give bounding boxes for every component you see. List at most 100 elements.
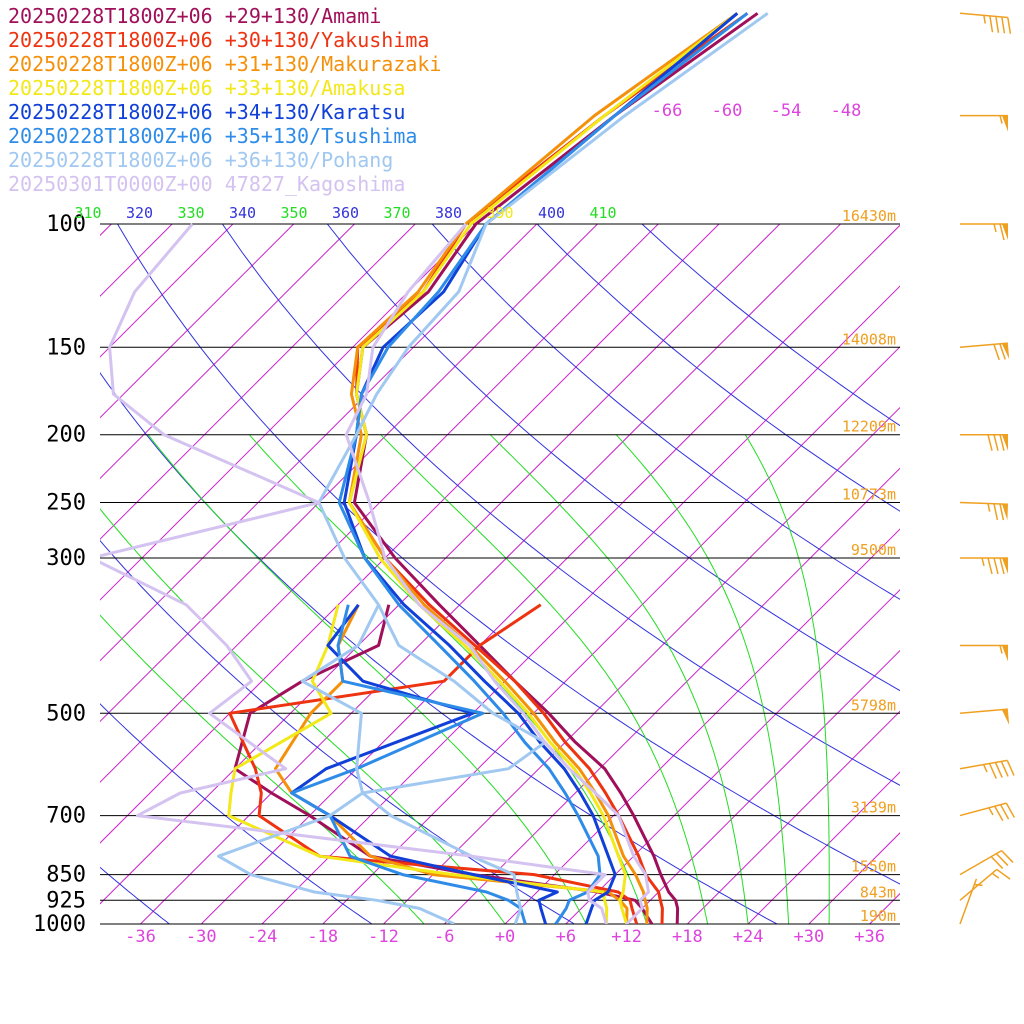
legend-item: 20250228T1800Z+06 +29+130/Amami (8, 4, 382, 28)
isotherm-line (100, 224, 234, 358)
wind-barb-full (1001, 16, 1006, 34)
moist-adiabat-line (615, 434, 790, 924)
wind-barb-full (999, 343, 1006, 360)
wind-barb (960, 223, 1008, 241)
wind-barb-full (994, 762, 1003, 778)
temperature-tick-label: -24 (247, 927, 278, 947)
temperature-tick-label: -6 (434, 927, 454, 947)
moist-adiabat-line (380, 434, 709, 924)
isotherm-line (322, 346, 900, 924)
isotherm-line (686, 710, 900, 924)
wind-barb (960, 114, 1008, 132)
height-label: 12209m (842, 418, 896, 436)
pressure-tick-label: 500 (46, 701, 86, 726)
dewpoint-profile (228, 603, 639, 924)
theta-label: 380 (435, 204, 462, 222)
wind-barb-staff (959, 802, 1007, 817)
wind-barb-half (983, 15, 986, 24)
pressure-tick-label: 1000 (33, 912, 86, 937)
isotherm-line (383, 406, 900, 924)
temperature-tick-label: +18 (672, 927, 703, 947)
temperature-tick-label: +24 (733, 927, 764, 947)
wind-barb (959, 12, 1012, 34)
temperature-tick-label: -18 (307, 927, 338, 947)
pressure-tick-label: 150 (46, 335, 86, 360)
legend-item: 20250228T1800Z+06 +36+130/Pohang (8, 148, 394, 172)
wind-barb-half (999, 115, 1003, 124)
wind-barb-half (982, 764, 988, 773)
wind-barb-staff (959, 849, 1002, 876)
dewpoint-profile (100, 223, 608, 924)
wind-barb-flag (1001, 343, 1010, 360)
wind-barb (959, 849, 1014, 876)
pressure-tick-label: 300 (46, 546, 86, 571)
isotherm-line (140, 224, 841, 924)
isotherm-line (100, 224, 659, 783)
height-label: 3139m (851, 799, 896, 817)
isotherm-line (200, 224, 900, 924)
wind-barb-full (995, 853, 1009, 866)
isotherm-line (443, 467, 900, 924)
wind-barb-half (981, 557, 985, 567)
wind-barb-flag (1001, 504, 1008, 521)
wind-barb-staff (959, 878, 978, 925)
wind-barb-full (999, 503, 1005, 521)
temperature-profile (337, 12, 749, 924)
dry-adiabat-line (641, 224, 900, 427)
wind-barb-full (993, 503, 999, 521)
wind-barb-full (993, 557, 999, 575)
dewpoint-profile (217, 604, 456, 924)
isotherm-line (100, 224, 720, 844)
wind-barb-half (988, 807, 994, 816)
theta-label: 370 (383, 204, 410, 222)
wind-barb-full (999, 434, 1005, 451)
wind-barb-flag (1002, 557, 1008, 574)
isotherm-line (626, 649, 900, 924)
isotherm-line (261, 285, 900, 924)
height-label: 10773m (842, 486, 896, 504)
wind-barb-full (993, 434, 999, 451)
wind-barb (959, 802, 1016, 822)
wind-barb (959, 868, 1011, 901)
wind-barb-full (1007, 17, 1012, 34)
temperature-tick-label: -36 (125, 927, 156, 947)
pressure-tick-label: 250 (46, 491, 86, 516)
height-label: 843m (860, 883, 896, 901)
wind-barb (960, 557, 1008, 575)
wind-barb-flag (1002, 434, 1008, 451)
isotherm-lines (100, 224, 900, 924)
theta-label: 350 (280, 204, 307, 222)
wind-barb-flag (1001, 709, 1010, 726)
isobar-lines (100, 223, 900, 925)
dry-adiabat-line (221, 224, 900, 786)
temperature-tick-label: +12 (611, 927, 642, 947)
wind-barb-flag (1002, 115, 1008, 132)
wind-barb (959, 708, 1010, 726)
wind-barb-half (991, 872, 1000, 879)
height-label: 1550m (851, 858, 896, 876)
isotherm-line (100, 224, 173, 297)
theta-label: 330 (177, 204, 204, 222)
wind-barb-full (995, 16, 1000, 33)
isotherm-label: -48 (831, 101, 862, 121)
isotherm-line (100, 224, 781, 905)
theta-label: 360 (332, 204, 359, 222)
temperature-tick-label: -12 (368, 927, 399, 947)
wind-barb-full (990, 856, 1004, 869)
isotherm-line (504, 528, 900, 924)
temperature-tick-label: +0 (495, 927, 515, 947)
wind-barb-full (988, 763, 997, 779)
wind-barb-full (1000, 761, 1009, 777)
theta-label: 400 (538, 204, 565, 222)
legend-item: 20250228T1800Z+06 +35+130/Tsushima (8, 124, 418, 148)
isotherm-line (100, 224, 538, 662)
isotherm-label: -54 (771, 101, 802, 121)
theta-label: 320 (126, 204, 153, 222)
pressure-tick-label: 700 (46, 804, 86, 829)
wind-barb-staff (959, 708, 1008, 715)
wind-barb-full (987, 557, 993, 575)
wind-barb-full (989, 15, 994, 33)
wind-barbs (959, 12, 1016, 925)
temperature-tick-label: +36 (854, 927, 885, 947)
